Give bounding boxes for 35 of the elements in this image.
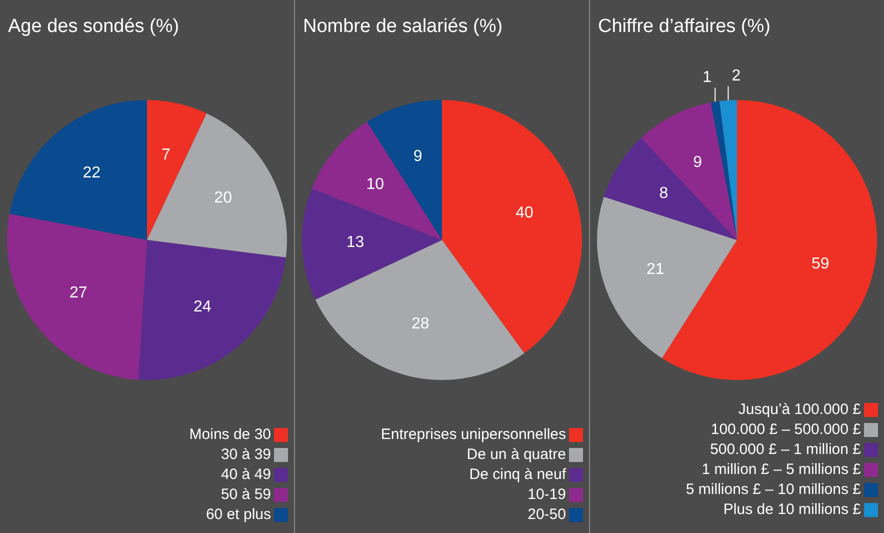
data-label: 7 xyxy=(161,146,170,164)
legend-label: Entreprises unipersonnelles xyxy=(380,425,566,445)
legend-label: Jusqu’à 100.000 £ xyxy=(738,400,861,420)
chart-title: Nombre de salariés (%) xyxy=(303,16,503,38)
data-label: 59 xyxy=(811,256,830,273)
data-label: 9 xyxy=(413,148,422,166)
data-label: 21 xyxy=(646,260,664,278)
legend-label: 50 à 59 xyxy=(220,485,271,505)
legend-label: 500.000 £ – 1 million £ xyxy=(710,440,861,460)
legend-label: 10-19 xyxy=(528,485,566,505)
data-label: 8 xyxy=(659,184,668,202)
legend-label: De cinq à neuf xyxy=(469,465,566,485)
data-label: 13 xyxy=(346,234,364,252)
data-label: 27 xyxy=(70,284,88,302)
legend-label: De un à quatre xyxy=(466,445,566,465)
legend-label: Moins de 30 xyxy=(189,425,271,445)
data-label: 40 xyxy=(516,204,534,222)
data-label: 22 xyxy=(82,164,101,182)
legend-label: 30 à 39 xyxy=(220,445,271,465)
legend-label: 1 million £ – 5 millions £ xyxy=(702,460,861,480)
data-label: 24 xyxy=(193,298,212,316)
data-label: 10 xyxy=(366,176,384,194)
data-label: 2 xyxy=(732,68,741,85)
data-label: 9 xyxy=(693,154,702,172)
legend-label: 100.000 £ – 500.000 £ xyxy=(710,420,861,440)
legend-label: Plus de 10 millions £ xyxy=(723,500,861,520)
chart-title: Age des sondés (%) xyxy=(8,16,180,38)
data-label: 1 xyxy=(702,69,712,86)
legend-label: 20-50 xyxy=(528,505,566,525)
legend-label: 5 millions £ – 10 millions £ xyxy=(686,480,861,500)
legend-label: 40 à 49 xyxy=(220,465,271,485)
chart-title: Chiffre d’affaires (%) xyxy=(598,16,770,38)
legend-label: 60 et plus xyxy=(206,505,271,525)
data-label: 28 xyxy=(412,315,430,332)
data-label: 20 xyxy=(214,190,232,207)
